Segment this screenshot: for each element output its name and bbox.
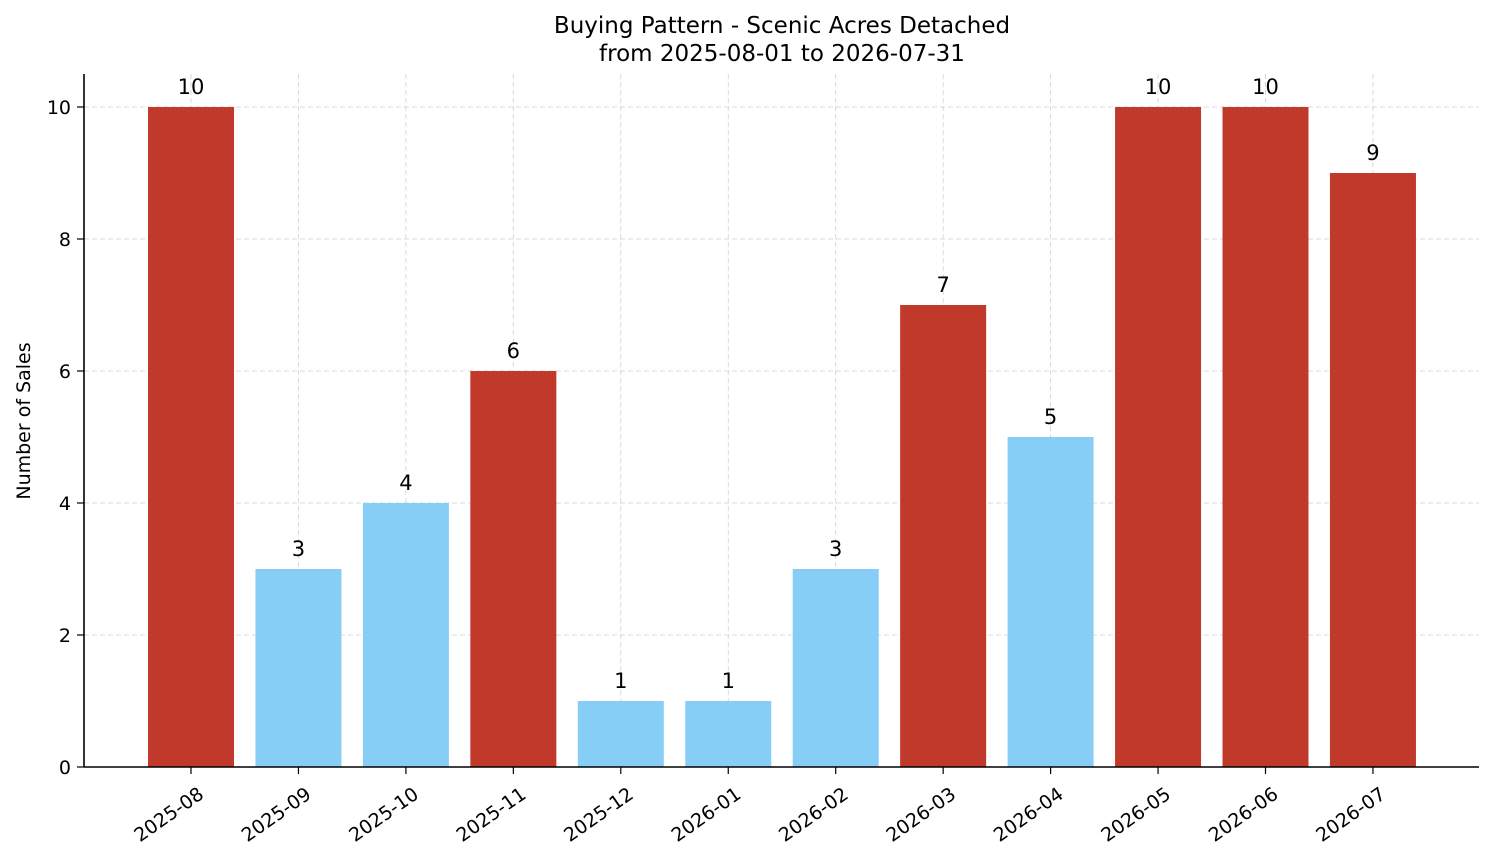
bar-value-label: 7: [936, 273, 949, 297]
x-tick-label: 2026-03: [882, 783, 960, 847]
x-tick-label: 2026-01: [667, 783, 745, 847]
bar: [362, 503, 449, 767]
bar-value-label: 10: [1252, 75, 1279, 99]
y-tick-label: 6: [59, 361, 71, 383]
x-tick-label: 2025-08: [130, 783, 208, 847]
bar-value-label: 4: [399, 471, 412, 495]
x-tick-label: 2026-05: [1097, 783, 1175, 847]
bar-value-label: 3: [829, 537, 842, 561]
chart-title: Buying Pattern - Scenic Acres Detached: [554, 13, 1010, 39]
bar: [685, 701, 772, 767]
bars-layer: [148, 107, 1416, 767]
bar: [1329, 173, 1416, 767]
bar: [1222, 107, 1309, 767]
x-tick-label: 2025-09: [238, 783, 316, 847]
bar-value-label: 5: [1044, 405, 1057, 429]
x-tick-label: 2025-12: [560, 783, 638, 847]
y-tick-label: 10: [47, 97, 71, 119]
bar-value-label: 10: [1145, 75, 1172, 99]
bar-value-label: 3: [292, 537, 305, 561]
chart-subtitle: from 2025-08-01 to 2026-07-31: [599, 41, 965, 67]
bar-value-label: 6: [507, 339, 520, 363]
x-tick-label: 2026-02: [775, 783, 853, 847]
bar: [1115, 107, 1202, 767]
y-tick-label: 8: [59, 229, 71, 251]
bar: [470, 371, 557, 767]
y-axis-label: Number of Sales: [13, 342, 35, 499]
bar: [577, 701, 664, 767]
x-tick-label: 2025-11: [453, 783, 531, 847]
y-tick-label: 4: [59, 493, 71, 515]
x-tick-label: 2025-10: [345, 783, 423, 847]
bar: [255, 569, 342, 767]
bar-value-label: 10: [178, 75, 205, 99]
bar-value-label: 1: [614, 669, 627, 693]
y-tick-label: 0: [59, 757, 71, 779]
x-tick-label: 2026-06: [1205, 783, 1283, 847]
bar: [792, 569, 879, 767]
labels-layer: 10 3 4 6 1 1 3 7 5 10 10 9: [178, 75, 1380, 693]
bar: [900, 305, 987, 767]
x-tick-label: 2026-04: [990, 783, 1068, 847]
y-tick-label: 2: [59, 625, 71, 647]
x-tick-label: 2026-07: [1312, 783, 1390, 847]
bar-value-label: 9: [1366, 141, 1379, 165]
bar-value-label: 1: [722, 669, 735, 693]
bar: [148, 107, 234, 767]
bar: [1007, 437, 1094, 767]
